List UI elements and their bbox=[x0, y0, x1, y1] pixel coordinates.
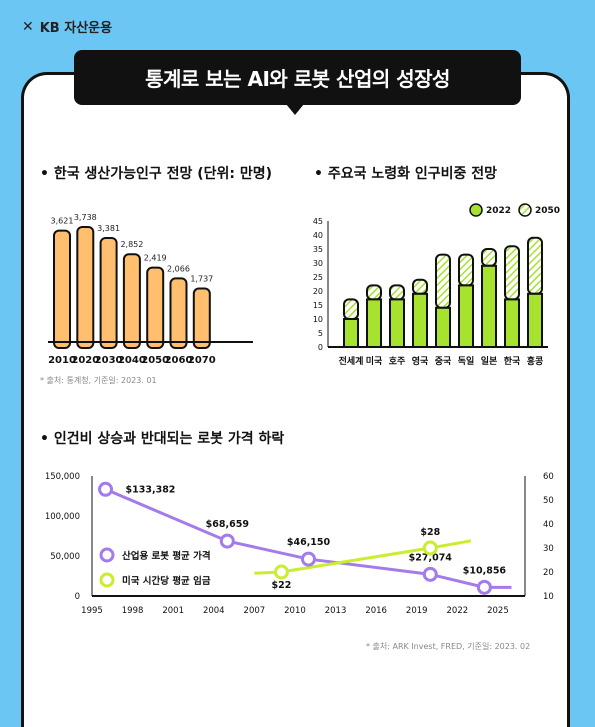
robot-price-label: $133,382 bbox=[126, 484, 176, 495]
brand-logo: ✕ KB 자산운용 bbox=[22, 17, 113, 37]
data-label: 3,738 bbox=[74, 213, 97, 222]
left-tick-label: 150,000 bbox=[45, 472, 80, 482]
x-tick-label: 2030 bbox=[95, 355, 123, 366]
x-tick-label: 1995 bbox=[81, 606, 103, 616]
robot-price-point bbox=[219, 533, 235, 549]
x-tick-label: 2004 bbox=[203, 606, 225, 616]
title-pointer bbox=[286, 104, 304, 115]
x-tick-label: 2007 bbox=[244, 606, 266, 616]
robot-price-label: $27,074 bbox=[409, 552, 453, 563]
y-tick-label: 25 bbox=[313, 273, 323, 282]
data-label: 3,381 bbox=[97, 224, 120, 233]
y-tick-label: 30 bbox=[313, 259, 323, 268]
brand-name: KB 자산운용 bbox=[39, 21, 113, 36]
data-label: 1,737 bbox=[190, 275, 213, 284]
x-tick-label: 중국 bbox=[435, 356, 452, 367]
y-tick-label: 35 bbox=[313, 245, 323, 254]
right-tick-label: 40 bbox=[543, 520, 554, 530]
bar-2030 bbox=[99, 236, 118, 350]
y-tick-label: 45 bbox=[313, 217, 323, 226]
left-tick-label: 50,000 bbox=[50, 552, 80, 562]
x-tick-label: 영국 bbox=[412, 355, 429, 367]
legend-label: 2022 bbox=[486, 206, 511, 216]
x-tick-label: 2022 bbox=[447, 606, 469, 616]
right-tick-label: 50 bbox=[543, 496, 554, 506]
data-label: 2,852 bbox=[120, 240, 143, 249]
x-tick-label: 2050 bbox=[141, 355, 169, 366]
legend-swatch-wage bbox=[99, 572, 115, 588]
x-tick-label: 2025 bbox=[487, 606, 509, 616]
bar-2060 bbox=[169, 277, 188, 349]
left-tick-label: 100,000 bbox=[45, 512, 80, 522]
wage-point bbox=[422, 540, 438, 556]
y-tick-label: 0 bbox=[318, 343, 323, 352]
data-label: 3,621 bbox=[51, 217, 74, 226]
robot-price-label: $68,659 bbox=[206, 519, 249, 530]
right-tick-label: 30 bbox=[543, 544, 554, 554]
robot-price-point bbox=[301, 551, 316, 567]
bar-2070 bbox=[192, 287, 211, 349]
x-tick-label: 2040 bbox=[118, 355, 146, 366]
section2-title: • 주요국 노령화 인구비중 전망 bbox=[314, 166, 498, 182]
robot-price-label: $10,856 bbox=[463, 565, 507, 576]
left-tick-label: 0 bbox=[75, 592, 80, 602]
bar-2020 bbox=[76, 225, 95, 349]
robot-price-label: $46,150 bbox=[287, 537, 331, 548]
wage-line bbox=[254, 539, 472, 575]
legend-swatch-robot-price bbox=[99, 547, 115, 563]
right-tick-label: 10 bbox=[543, 592, 554, 602]
x-tick-label: 홍콩 bbox=[527, 355, 544, 367]
x-tick-label: 2016 bbox=[365, 606, 387, 616]
data-label: 2,419 bbox=[144, 254, 167, 263]
x-tick-label: 미국 bbox=[366, 355, 383, 367]
right-tick-label: 60 bbox=[543, 472, 554, 482]
section3-title: • 인건비 상승과 반대되는 로봇 가격 하락 bbox=[40, 431, 285, 447]
robot-price-point bbox=[476, 579, 492, 595]
x-tick-label: 전세계 bbox=[339, 355, 364, 367]
bar-2040 bbox=[122, 253, 141, 349]
wage-point bbox=[273, 564, 289, 580]
kb-logo-icon: ✕ bbox=[22, 18, 34, 35]
legend-swatch-2050 bbox=[518, 203, 532, 217]
section1-title: • 한국 생산가능인구 전망 (단위: 만명) bbox=[40, 166, 273, 182]
y-tick-label: 40 bbox=[313, 231, 323, 240]
section3-source: * 출처: ARK Invest, FRED, 기준일: 2023. 02 bbox=[366, 642, 531, 651]
x-tick-label: 한국 bbox=[504, 355, 521, 367]
robot-price-point bbox=[422, 566, 438, 582]
legend-label-robot-price: 산업용 로봇 평균 가격 bbox=[122, 550, 211, 562]
x-tick-label: 2070 bbox=[188, 355, 216, 366]
wage-label: $28 bbox=[420, 527, 440, 538]
legend-swatch-2022 bbox=[469, 203, 483, 217]
bar-2050 bbox=[146, 266, 165, 350]
x-tick-label: 2001 bbox=[162, 606, 184, 616]
y-tick-label: 5 bbox=[318, 329, 323, 338]
legend-label: 2050 bbox=[535, 206, 560, 216]
legend-label-wage: 미국 시간당 평균 임금 bbox=[122, 575, 211, 587]
robot-price-point bbox=[98, 481, 114, 497]
x-tick-label: 2013 bbox=[325, 606, 347, 616]
wage-label: $22 bbox=[272, 580, 292, 591]
x-tick-label: 호주 bbox=[389, 356, 406, 367]
data-label: 2,066 bbox=[167, 264, 190, 273]
x-tick-label: 2010 bbox=[284, 606, 306, 616]
y-tick-label: 10 bbox=[313, 315, 323, 324]
y-tick-label: 20 bbox=[313, 287, 323, 296]
bar-2010 bbox=[53, 229, 71, 349]
right-tick-label: 20 bbox=[543, 568, 554, 578]
x-tick-label: 1998 bbox=[122, 606, 144, 616]
x-tick-label: 독일 bbox=[458, 355, 475, 367]
x-tick-label: 2019 bbox=[406, 606, 428, 616]
x-tick-label: 2010 bbox=[48, 355, 76, 366]
page-title: 통계로 보는 AI와 로봇 산업의 성장성 bbox=[74, 50, 521, 105]
x-tick-label: 2060 bbox=[165, 355, 193, 366]
x-tick-label: 일본 bbox=[481, 355, 498, 367]
y-tick-label: 15 bbox=[313, 301, 323, 310]
x-tick-label: 2020 bbox=[71, 355, 99, 366]
section1-source: * 출처: 통계청, 기준일: 2023. 01 bbox=[40, 376, 157, 385]
